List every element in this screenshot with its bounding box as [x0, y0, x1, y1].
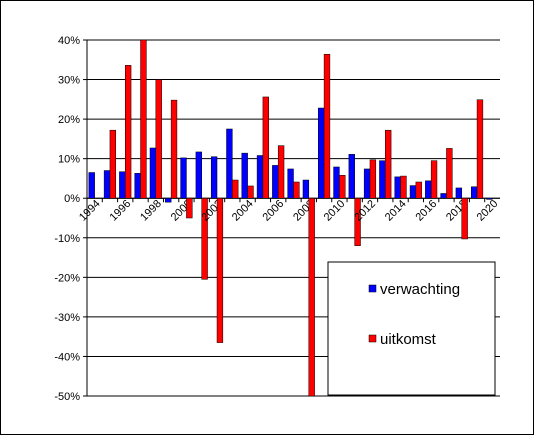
bar	[272, 165, 279, 199]
bar	[165, 197, 172, 203]
bar	[140, 39, 147, 199]
y-tick-label: -10%	[54, 233, 80, 245]
bar	[430, 160, 438, 199]
bar	[109, 129, 117, 199]
bar	[256, 155, 264, 199]
legend-swatch	[368, 334, 377, 343]
bar	[363, 168, 371, 199]
legend-box	[327, 261, 496, 396]
bar	[308, 197, 315, 397]
bar	[134, 173, 141, 199]
bar	[180, 157, 187, 199]
bar	[124, 65, 132, 199]
bar	[339, 175, 346, 199]
bar	[302, 179, 310, 199]
bar	[88, 172, 95, 199]
bar	[385, 129, 392, 199]
bar	[216, 197, 224, 343]
bar	[455, 187, 463, 199]
bar	[195, 151, 202, 199]
bar	[333, 166, 340, 199]
y-tick-label: -50%	[54, 391, 80, 403]
bar	[232, 179, 239, 199]
bar	[394, 176, 401, 199]
bar	[486, 197, 493, 200]
bar	[119, 171, 126, 199]
bar	[323, 53, 331, 199]
bar	[241, 152, 248, 199]
bar	[400, 175, 407, 199]
bar	[293, 181, 300, 199]
bar	[226, 128, 233, 199]
y-tick-label: 40%	[58, 35, 80, 47]
y-tick-label: 30%	[58, 75, 80, 87]
bar	[318, 107, 325, 199]
bar	[247, 185, 254, 199]
y-tick-label: -40%	[54, 351, 80, 363]
bar	[415, 181, 422, 199]
bar	[348, 154, 355, 199]
bar	[446, 148, 453, 199]
y-tick-label: -20%	[54, 272, 80, 284]
bar	[210, 156, 218, 199]
y-tick-label: -30%	[54, 312, 80, 324]
bar	[425, 180, 432, 199]
bar	[409, 185, 417, 199]
legend-label: uitkomst	[380, 331, 437, 348]
bar	[201, 197, 208, 280]
bar	[277, 145, 285, 199]
bar	[461, 197, 468, 240]
legend-swatch	[368, 284, 377, 293]
y-tick-label: 10%	[58, 154, 80, 166]
bar	[369, 159, 377, 199]
bar	[287, 168, 294, 199]
bar	[262, 96, 269, 199]
y-tick-label: 20%	[58, 114, 80, 126]
bar	[149, 147, 157, 199]
bar	[155, 79, 162, 199]
bar	[170, 99, 178, 199]
bar	[103, 170, 111, 199]
bar	[470, 186, 478, 199]
bar	[186, 197, 193, 219]
bar	[354, 197, 361, 246]
bar	[476, 99, 484, 199]
bar	[440, 193, 447, 199]
legend-label: verwachting	[380, 281, 460, 298]
y-tick-label: 0%	[64, 193, 80, 205]
bar	[379, 160, 386, 199]
